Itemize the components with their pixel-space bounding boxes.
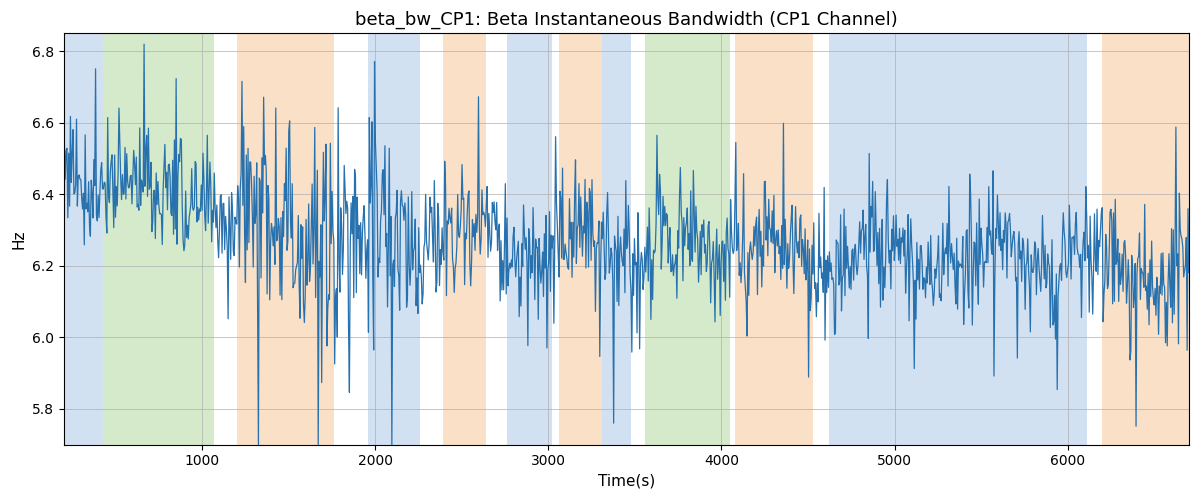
Bar (506, 34, 552, 445)
Bar (103, 34, 214, 445)
Bar (236, 34, 334, 445)
Bar (1103, 34, 1189, 445)
Bar (559, 34, 602, 445)
Y-axis label: Hz: Hz (11, 230, 26, 249)
Title: beta_bw_CP1: Beta Instantaneous Bandwidth (CP1 Channel): beta_bw_CP1: Beta Instantaneous Bandwidt… (355, 11, 898, 30)
Bar (736, 34, 814, 445)
Bar (64, 34, 103, 445)
Bar (368, 34, 420, 445)
Bar (829, 34, 1087, 445)
Bar (602, 34, 631, 445)
Bar (646, 34, 730, 445)
X-axis label: Time(s): Time(s) (598, 474, 655, 489)
Bar (443, 34, 486, 445)
